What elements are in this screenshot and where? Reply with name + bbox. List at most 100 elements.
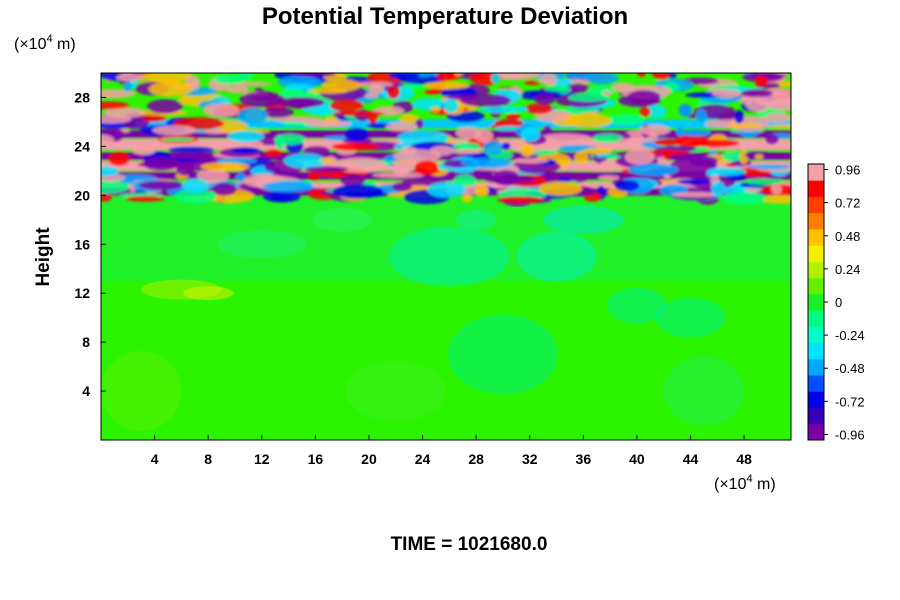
field-blob bbox=[120, 73, 134, 76]
field-blob bbox=[389, 226, 510, 287]
field-blob bbox=[101, 101, 130, 110]
field-blob bbox=[115, 73, 146, 82]
field-blob bbox=[429, 145, 455, 156]
x-tick-label: 4 bbox=[151, 451, 159, 467]
field-blob bbox=[141, 114, 167, 122]
field-blob bbox=[688, 155, 718, 167]
field-blob bbox=[142, 73, 193, 83]
x-tick-label: 40 bbox=[629, 451, 645, 467]
field-blob bbox=[316, 105, 327, 117]
colorbar-segment bbox=[808, 261, 824, 279]
field-blob bbox=[766, 98, 791, 111]
field-blob bbox=[478, 105, 529, 114]
field-blob bbox=[506, 113, 521, 121]
field-blob bbox=[345, 361, 446, 422]
y-unit-prefix: (×10 bbox=[14, 36, 47, 53]
field-blob bbox=[637, 73, 646, 78]
colorbar-segment bbox=[808, 164, 824, 181]
field-blob bbox=[262, 190, 301, 203]
colorbar-segment bbox=[808, 310, 824, 327]
colorbar-ticks: 0.96 0.72 0.48 0.24 0 -0.24 -0.48 -0.72 -0.96 bbox=[824, 163, 865, 442]
field-blob bbox=[174, 188, 217, 204]
field-blob bbox=[568, 93, 610, 102]
field-blob bbox=[539, 133, 591, 142]
y-unit-exp: 4 bbox=[46, 33, 52, 45]
field-blob bbox=[680, 129, 711, 137]
field-blob bbox=[765, 134, 779, 145]
field-blob bbox=[414, 160, 439, 176]
y-tick-label: 4 bbox=[82, 383, 90, 399]
field-blob bbox=[427, 182, 466, 198]
colorbar-segment bbox=[808, 423, 824, 441]
field-blob bbox=[405, 157, 416, 171]
x-unit-label: (×104 m) bbox=[714, 473, 776, 493]
field-blob bbox=[482, 140, 504, 155]
field-blob bbox=[501, 142, 511, 150]
field-blob bbox=[265, 148, 284, 157]
colorbar bbox=[807, 163, 825, 441]
field-blob bbox=[399, 113, 420, 125]
field-blob bbox=[132, 146, 156, 156]
field-blob bbox=[474, 128, 494, 143]
field-blob bbox=[431, 106, 440, 113]
y-unit-suffix: m) bbox=[53, 36, 76, 53]
field-blob bbox=[525, 103, 553, 114]
x-unit-exp: 4 bbox=[746, 473, 752, 485]
x-tick-label: 48 bbox=[736, 451, 752, 467]
field-blob bbox=[592, 133, 624, 143]
field-blob bbox=[734, 109, 744, 124]
field-blob bbox=[614, 179, 640, 192]
colorbar-segment bbox=[808, 277, 824, 295]
field-blob bbox=[368, 83, 384, 95]
field-blob bbox=[239, 91, 286, 108]
field-blob bbox=[341, 191, 390, 197]
field-blob bbox=[494, 119, 524, 127]
colorbar-segment bbox=[808, 375, 824, 392]
field-blob bbox=[344, 127, 369, 142]
field-blob bbox=[262, 181, 313, 193]
field-blob bbox=[475, 184, 489, 197]
field-blob bbox=[175, 161, 195, 176]
field-blob bbox=[142, 157, 181, 171]
field-blob bbox=[461, 194, 472, 203]
field-blob bbox=[152, 125, 197, 136]
field-blob bbox=[520, 127, 541, 142]
colorbar-tick-label: 0.72 bbox=[835, 196, 860, 211]
field-blob bbox=[543, 205, 624, 234]
field-blob bbox=[276, 96, 325, 108]
x-tick-label: 20 bbox=[361, 451, 377, 467]
colorbar-tick-label: -0.24 bbox=[835, 328, 865, 343]
field-band bbox=[101, 152, 791, 160]
field-blob bbox=[246, 140, 264, 149]
field-blob bbox=[447, 314, 558, 395]
field-blob bbox=[203, 129, 227, 135]
field-band bbox=[101, 130, 791, 138]
field-blob bbox=[274, 134, 306, 145]
colorbar-segment bbox=[808, 245, 824, 262]
field-blob bbox=[747, 164, 791, 170]
field-blob bbox=[754, 75, 769, 88]
field-blob bbox=[321, 79, 361, 92]
y-tick-label: 12 bbox=[74, 285, 90, 301]
field-blob bbox=[574, 150, 589, 164]
x-tick-label: 24 bbox=[415, 451, 431, 467]
field-blob bbox=[125, 195, 165, 202]
field-blob bbox=[160, 137, 195, 142]
field-blob bbox=[763, 112, 791, 123]
colorbar-segment bbox=[808, 326, 824, 344]
field-blob bbox=[237, 107, 269, 124]
field-blob bbox=[727, 122, 763, 128]
colorbar-segment bbox=[808, 228, 824, 246]
field-blob bbox=[624, 149, 655, 165]
field-blob bbox=[745, 178, 783, 186]
field-blob bbox=[689, 139, 740, 148]
colorbar-segment bbox=[808, 407, 824, 425]
field-blob bbox=[663, 174, 672, 179]
field-blob bbox=[628, 163, 679, 176]
field-blob bbox=[391, 182, 413, 192]
field-blob bbox=[711, 181, 726, 197]
field-blob bbox=[671, 191, 722, 198]
x-unit-prefix: (×10 bbox=[714, 476, 747, 493]
field-blob bbox=[319, 157, 334, 163]
